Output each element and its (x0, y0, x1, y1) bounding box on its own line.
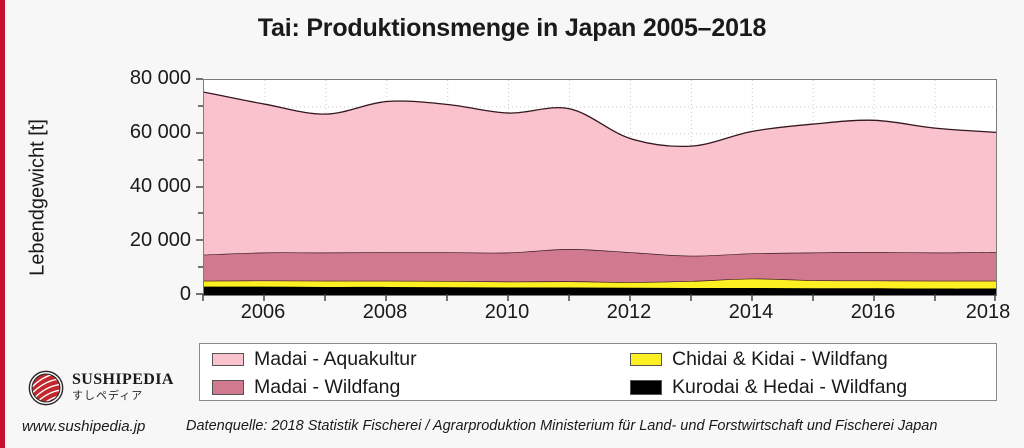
y-tick-label-40000: 40 000 (129, 175, 191, 197)
legend-swatch-icon (212, 379, 244, 395)
brand-name-japanese: すしペディア (72, 390, 144, 402)
y-tick-label-60000: 60 000 (129, 121, 191, 143)
y-tick-label-20000: 20 000 (129, 229, 191, 251)
y-axis-title: Lebendgewicht [t] (26, 119, 49, 276)
legend-label: Kurodai & Hedai - Wildfang (672, 375, 908, 398)
plot-area (203, 79, 997, 296)
legend: Madai - Aquakultur Chidai & Kidai - Wild… (199, 343, 997, 401)
brand-logo[interactable]: SUSHIPEDIA すしペディア (22, 368, 192, 414)
sushipedia-logo-icon (28, 370, 64, 406)
legend-label: Chidai & Kidai - Wildfang (672, 347, 888, 370)
y-tick-label-80000: 80 000 (129, 67, 191, 89)
x-tick-label-2012: 2012 (606, 301, 652, 323)
x-tick-label-2006: 2006 (240, 301, 286, 323)
legend-swatch-icon (212, 352, 244, 366)
legend-swatch-icon (630, 352, 662, 366)
area-boundary-line (204, 91, 996, 148)
area-band (204, 249, 996, 283)
legend-item-kurodai-hedai-wildfang[interactable]: Kurodai & Hedai - Wildfang (630, 373, 1010, 401)
area-band (204, 92, 996, 256)
legend-swatch-icon (630, 379, 662, 395)
brand-name: SUSHIPEDIA (72, 371, 174, 388)
site-url[interactable]: www.sushipedia.jp (22, 418, 146, 435)
x-tick-label-2014: 2014 (728, 301, 774, 323)
legend-label: Madai - Aquakultur (254, 347, 417, 370)
legend-label: Madai - Wildfang (254, 375, 401, 398)
x-tick-label-2010: 2010 (484, 301, 530, 323)
y-tick-label-0: 0 (179, 283, 191, 305)
legend-item-madai-aquakultur[interactable]: Madai - Aquakultur (212, 345, 630, 373)
brand-wordmark: SUSHIPEDIA すしペディア (72, 372, 174, 403)
x-tick-label-2018: 2018 (965, 301, 1011, 323)
x-tick-label-2016: 2016 (850, 301, 896, 323)
x-tick-label-2008: 2008 (362, 301, 408, 323)
source-note: Datenquelle: 2018 Statistik Fischerei / … (186, 418, 938, 434)
legend-item-chidai-kidai-wildfang[interactable]: Chidai & Kidai - Wildfang (630, 345, 1010, 373)
brand-accent-bar (0, 0, 5, 448)
legend-item-madai-wildfang[interactable]: Madai - Wildfang (212, 373, 630, 401)
stacked-area-chart (204, 80, 996, 295)
page-title: Tai: Produktionsmenge in Japan 2005–2018 (257, 14, 767, 42)
